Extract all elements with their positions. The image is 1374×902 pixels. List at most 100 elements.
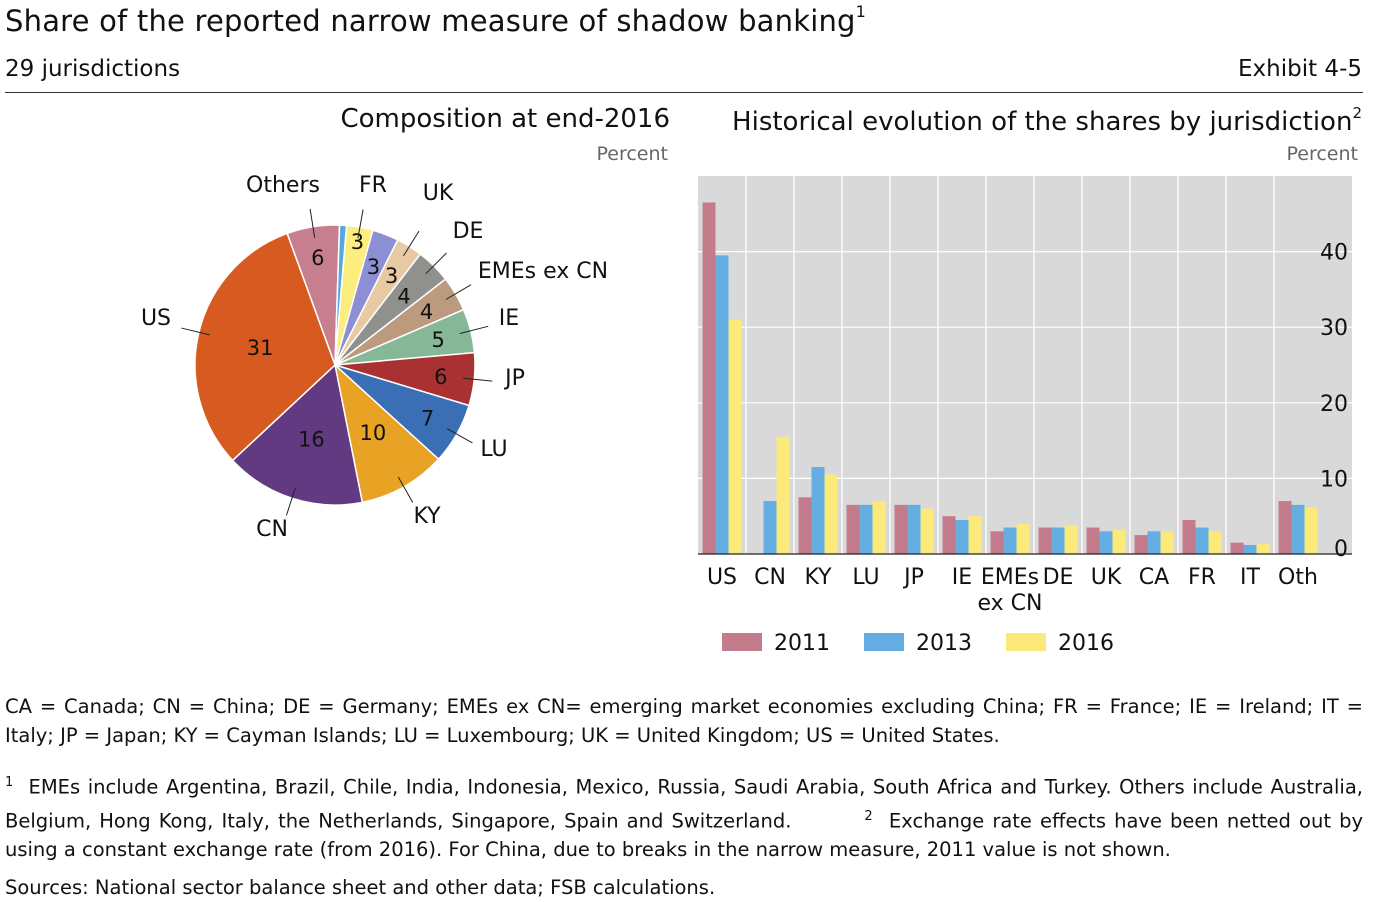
pie-leader-line	[445, 284, 472, 300]
x-category-label: UK	[1091, 565, 1122, 590]
bar-ky-2013	[811, 467, 825, 554]
legend-label-2016: 2016	[1058, 631, 1114, 656]
bar-uk-2013	[1099, 531, 1113, 554]
plot-background	[698, 176, 1352, 554]
pie-leader-line	[459, 325, 489, 334]
bar-de-2016	[1064, 525, 1078, 554]
legend-label-2011: 2011	[774, 631, 830, 656]
pie-category-label: EMEs ex CN	[478, 259, 608, 284]
header-divider	[5, 92, 1363, 93]
bar-lu-2013	[859, 504, 873, 554]
bar-lu-2011	[846, 504, 860, 554]
legend-swatch-2016	[1006, 633, 1046, 651]
bar-ca-2011	[1134, 535, 1148, 554]
bar-de-2013	[1051, 527, 1065, 554]
bar-it-2016	[1256, 544, 1270, 554]
bar-oth-2013	[1291, 504, 1305, 554]
bar-emes-ex-cn-2013	[1003, 527, 1017, 554]
exhibit-number: Exhibit 4-5	[1238, 56, 1362, 82]
pie-value-label: 5	[431, 328, 444, 352]
bar-ie-2011	[942, 516, 956, 554]
bar-lu-2016	[872, 501, 886, 554]
pie-value-label: 4	[420, 300, 433, 324]
abbreviations-note: CA = Canada; CN = China; DE = Germany; E…	[5, 695, 1363, 747]
pie-category-label: UK	[423, 181, 454, 206]
title-footnote-mark: 1	[855, 2, 867, 21]
x-category-label: JP	[902, 565, 924, 590]
x-category-label: IE	[952, 565, 972, 590]
pie-category-label: US	[141, 306, 171, 331]
pie-leader-line	[463, 377, 493, 382]
bar-ky-2011	[798, 497, 812, 554]
bar-jp-2013	[907, 504, 921, 554]
footnote-1: EMEs include Argentina, Brazil, Chile, I…	[5, 775, 1363, 833]
y-tick-label: 30	[1320, 316, 1348, 341]
bar-de-2011	[1038, 527, 1052, 554]
bar-ky-2016	[824, 474, 838, 554]
pie-value-label: 4	[397, 285, 410, 309]
x-category-label: LU	[852, 565, 879, 590]
x-category-label: EMEs	[981, 565, 1039, 590]
pie-leader-line	[425, 252, 447, 275]
bar-us-2013	[715, 255, 729, 554]
y-tick-label: 20	[1320, 392, 1348, 417]
y-tick-label: 40	[1320, 241, 1348, 266]
legend-swatch-2011	[722, 633, 762, 651]
pie-value-label: 7	[421, 406, 434, 430]
pie-leader-line	[285, 487, 296, 516]
bar-emes-ex-cn-2016	[1016, 523, 1030, 554]
bar-oth-2011	[1278, 501, 1292, 554]
page-title: Share of the reported narrow measure of …	[5, 2, 867, 38]
sources-note: Sources: National sector balance sheet a…	[5, 876, 716, 899]
pie-value-label: 3	[351, 230, 364, 254]
x-category-label: CA	[1139, 565, 1169, 590]
pie-value-label: 6	[434, 365, 447, 389]
x-category-label: US	[707, 565, 737, 590]
x-category-label: IT	[1240, 565, 1260, 590]
y-tick-label: 0	[1334, 537, 1348, 562]
footnote-2: Exchange rate effects have been netted o…	[5, 809, 1363, 861]
x-category-label: FR	[1188, 565, 1216, 590]
pie-category-label: FR	[359, 173, 387, 198]
pie-leader-line	[403, 230, 420, 257]
bar-it-2013	[1243, 544, 1257, 554]
bar-ca-2016	[1160, 531, 1174, 554]
bar-ca-2013	[1147, 531, 1161, 554]
bar-jp-2011	[894, 504, 908, 554]
y-tick-label: 10	[1320, 467, 1348, 492]
legend-swatch-2013	[864, 633, 904, 651]
pie-value-label: 3	[385, 264, 398, 288]
pie-unit-label: Percent	[596, 143, 669, 165]
bar-fr-2013	[1195, 527, 1209, 554]
bar-uk-2011	[1086, 527, 1100, 554]
bar-oth-2016	[1304, 507, 1318, 554]
pie-leader-line	[446, 428, 473, 444]
bar-fr-2011	[1182, 519, 1196, 554]
bar-emes-ex-cn-2011	[990, 531, 1004, 554]
x-category-label: Oth	[1278, 565, 1318, 590]
pie-value-label: 3	[367, 255, 380, 279]
bar-ie-2016	[968, 516, 982, 554]
x-category-label: ex CN	[978, 591, 1043, 616]
pie-category-label: KY	[413, 504, 441, 529]
bar-uk-2016	[1112, 529, 1126, 554]
bar-ie-2013	[955, 519, 969, 554]
bar-unit-label: Percent	[1286, 143, 1359, 165]
footnotes-block: 1 EMEs include Argentina, Brazil, Chile,…	[5, 775, 1363, 861]
x-category-label: CN	[754, 565, 786, 590]
bar-cn-2016	[776, 436, 790, 554]
bar-us-2011	[702, 202, 716, 554]
bar-us-2016	[728, 319, 742, 554]
bar-panel-title: Historical evolution of the shares by ju…	[732, 104, 1362, 137]
x-category-label: KY	[804, 565, 832, 590]
pie-leader-line	[309, 208, 316, 238]
pie-value-label: 31	[247, 336, 274, 360]
pie-value-label: 6	[311, 246, 324, 270]
pie-panel-title: Composition at end-2016	[340, 104, 670, 134]
pie-leader-line	[357, 209, 364, 239]
pie-leader-line	[181, 327, 210, 336]
pie-category-label: IE	[499, 306, 519, 331]
pie-category-label: DE	[453, 219, 484, 244]
legend-label-2013: 2013	[916, 631, 972, 656]
